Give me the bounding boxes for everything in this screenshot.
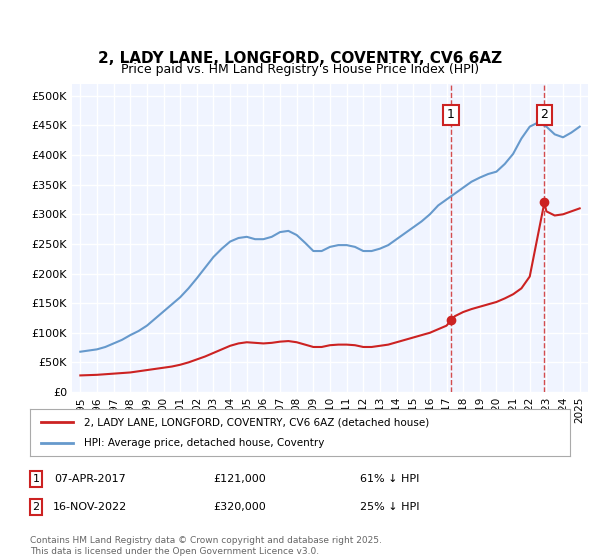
Text: HPI: Average price, detached house, Coventry: HPI: Average price, detached house, Cove… — [84, 438, 325, 448]
Text: 2, LADY LANE, LONGFORD, COVENTRY, CV6 6AZ (detached house): 2, LADY LANE, LONGFORD, COVENTRY, CV6 6A… — [84, 417, 429, 427]
Text: 61% ↓ HPI: 61% ↓ HPI — [361, 474, 419, 484]
Text: 1: 1 — [447, 108, 455, 122]
Text: 1: 1 — [32, 474, 40, 484]
Text: 16-NOV-2022: 16-NOV-2022 — [53, 502, 127, 512]
Text: Price paid vs. HM Land Registry's House Price Index (HPI): Price paid vs. HM Land Registry's House … — [121, 63, 479, 77]
Text: £320,000: £320,000 — [214, 502, 266, 512]
Text: 25% ↓ HPI: 25% ↓ HPI — [360, 502, 420, 512]
Text: 2: 2 — [541, 108, 548, 122]
Text: 2, LADY LANE, LONGFORD, COVENTRY, CV6 6AZ: 2, LADY LANE, LONGFORD, COVENTRY, CV6 6A… — [98, 52, 502, 66]
Text: Contains HM Land Registry data © Crown copyright and database right 2025.
This d: Contains HM Land Registry data © Crown c… — [30, 536, 382, 556]
Text: 07-APR-2017: 07-APR-2017 — [54, 474, 126, 484]
Text: 2: 2 — [32, 502, 40, 512]
Text: £121,000: £121,000 — [214, 474, 266, 484]
